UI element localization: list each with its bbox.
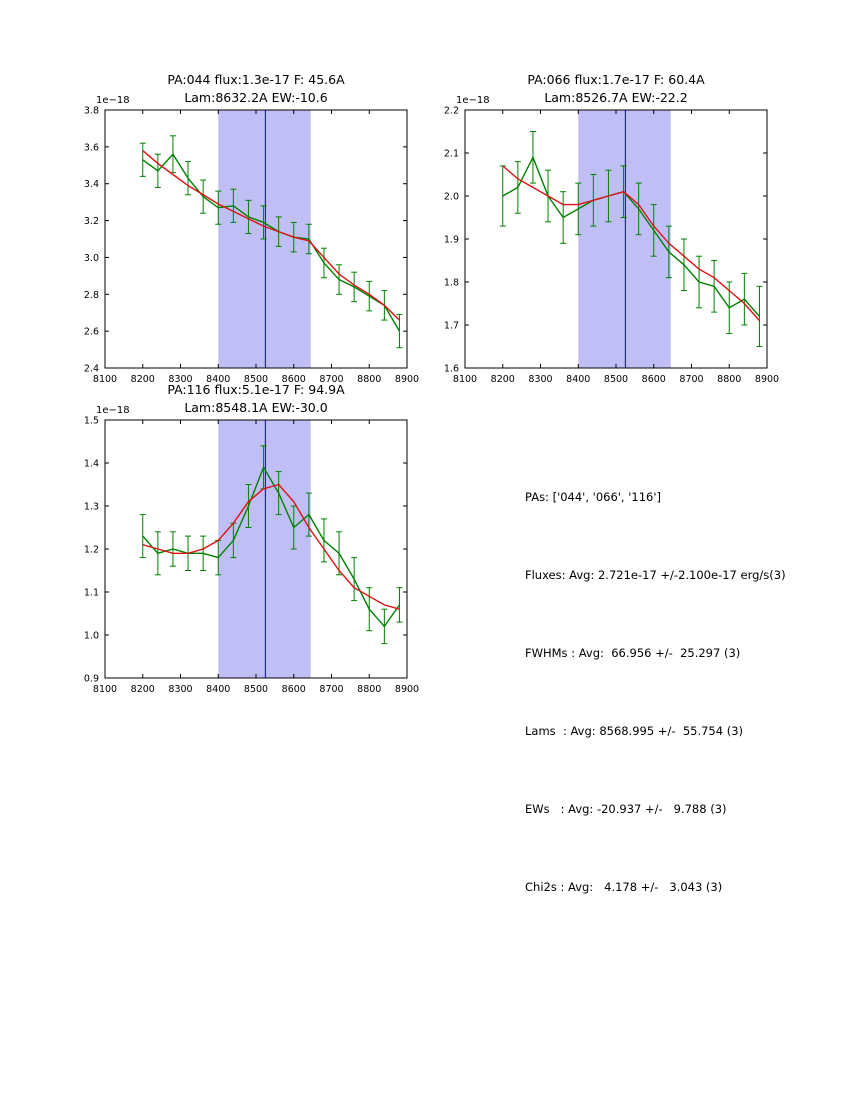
svg-text:1.5: 1.5 [84, 416, 99, 427]
svg-text:8200: 8200 [131, 684, 155, 695]
svg-text:3.8: 3.8 [84, 106, 99, 117]
stats-block: PAs: ['044', '066', '116'] Fluxes: Avg: … [525, 432, 786, 952]
svg-text:2.1: 2.1 [444, 149, 459, 160]
svg-text:8200: 8200 [131, 374, 155, 385]
panel-pa116-title: PA:116 flux:5.1e-17 F: 94.9A Lam:8548.1A… [105, 381, 407, 417]
svg-text:8800: 8800 [357, 374, 381, 385]
svg-text:2.2: 2.2 [444, 106, 459, 117]
svg-text:8600: 8600 [282, 374, 306, 385]
svg-text:8500: 8500 [604, 374, 628, 385]
panel-pa116-title-line2: Lam:8548.1A EW:-30.0 [184, 400, 328, 415]
svg-text:0.9: 0.9 [84, 674, 99, 685]
svg-text:1.3: 1.3 [84, 502, 99, 513]
panel-pa044-title-line1: PA:044 flux:1.3e-17 F: 45.6A [167, 72, 345, 87]
stats-line-ews: EWs : Avg: -20.937 +/- 9.788 (3) [525, 802, 727, 816]
panel-pa066-title-line1: PA:066 flux:1.7e-17 F: 60.4A [527, 72, 705, 87]
svg-text:1.8: 1.8 [444, 278, 459, 289]
stats-line-chi2s: Chi2s : Avg: 4.178 +/- 3.043 (3) [525, 880, 723, 894]
panel-pa066-title: PA:066 flux:1.7e-17 F: 60.4A Lam:8526.7A… [465, 71, 767, 107]
svg-text:8400: 8400 [566, 374, 590, 385]
panel-pa066-title-line2: Lam:8526.7A EW:-22.2 [544, 90, 688, 105]
svg-text:1.9: 1.9 [444, 235, 459, 246]
svg-text:1.6: 1.6 [444, 364, 459, 375]
svg-text:2.8: 2.8 [84, 290, 99, 301]
panel-pa116-title-line1: PA:116 flux:5.1e-17 F: 94.9A [167, 382, 345, 397]
svg-text:8300: 8300 [168, 374, 192, 385]
svg-text:8100: 8100 [93, 374, 117, 385]
svg-text:1.0: 1.0 [84, 631, 99, 642]
svg-text:1.2: 1.2 [84, 545, 99, 556]
panel-pa044-chart: 8100 8200 8300 8400 8500 8600 8700 8800 8900 2.4 2… [84, 106, 419, 386]
svg-text:3.6: 3.6 [84, 142, 99, 153]
svg-text:2.4: 2.4 [84, 364, 99, 375]
svg-text:8400: 8400 [206, 684, 230, 695]
svg-text:8600: 8600 [282, 684, 306, 695]
svg-text:8800: 8800 [357, 684, 381, 695]
svg-text:3.0: 3.0 [84, 253, 99, 264]
svg-text:8800: 8800 [717, 374, 741, 385]
svg-text:8500: 8500 [244, 374, 268, 385]
svg-text:8900: 8900 [755, 374, 779, 385]
panel-pa044-y-offset-label: 1e−18 [96, 95, 130, 106]
panel-pa044-title: PA:044 flux:1.3e-17 F: 45.6A Lam:8632.2A… [105, 71, 407, 107]
svg-text:2.6: 2.6 [84, 327, 99, 338]
stats-line-fluxes: Fluxes: Avg: 2.721e-17 +/-2.100e-17 erg/… [525, 568, 786, 582]
svg-text:8300: 8300 [528, 374, 552, 385]
stats-line-fwhms: FWHMs : Avg: 66.956 +/- 25.297 (3) [525, 646, 741, 660]
panel-pa116-chart: 8100 8200 8300 8400 8500 8600 8700 8800 8900 0.9 1… [84, 416, 419, 696]
panel-pa066-y-offset-label: 1e−18 [456, 95, 490, 106]
svg-text:8700: 8700 [319, 374, 343, 385]
svg-text:8100: 8100 [93, 684, 117, 695]
svg-text:1.1: 1.1 [84, 588, 99, 599]
svg-text:8900: 8900 [395, 374, 419, 385]
svg-text:8600: 8600 [642, 374, 666, 385]
panel-pa116-y-offset-label: 1e−18 [96, 405, 130, 416]
svg-text:8200: 8200 [491, 374, 515, 385]
svg-text:3.4: 3.4 [84, 179, 99, 190]
svg-text:8900: 8900 [395, 684, 419, 695]
svg-text:8300: 8300 [168, 684, 192, 695]
svg-text:1.7: 1.7 [444, 321, 459, 332]
svg-text:8500: 8500 [244, 684, 268, 695]
svg-text:8100: 8100 [453, 374, 477, 385]
svg-text:8700: 8700 [679, 374, 703, 385]
svg-text:8400: 8400 [206, 374, 230, 385]
svg-text:3.2: 3.2 [84, 216, 99, 227]
svg-text:1.4: 1.4 [84, 459, 99, 470]
panel-pa044-title-line2: Lam:8632.2A EW:-10.6 [184, 90, 328, 105]
svg-text:2.0: 2.0 [444, 192, 459, 203]
stats-line-lams: Lams : Avg: 8568.995 +/- 55.754 (3) [525, 724, 744, 738]
panel-pa066-chart: 8100 8200 8300 8400 8500 8600 8700 8800 8900 1.6 1… [444, 106, 779, 386]
stats-line-pas: PAs: ['044', '066', '116'] [525, 490, 662, 504]
svg-text:8700: 8700 [319, 684, 343, 695]
